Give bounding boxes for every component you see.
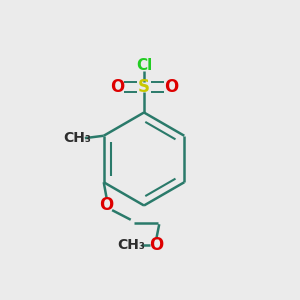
Text: O: O (149, 236, 164, 254)
Text: Cl: Cl (136, 58, 152, 73)
Text: O: O (100, 196, 114, 214)
Text: CH₃: CH₃ (63, 131, 91, 145)
Text: S: S (138, 78, 150, 96)
Text: O: O (110, 78, 124, 96)
Text: CH₃: CH₃ (117, 238, 145, 252)
Text: O: O (164, 78, 178, 96)
